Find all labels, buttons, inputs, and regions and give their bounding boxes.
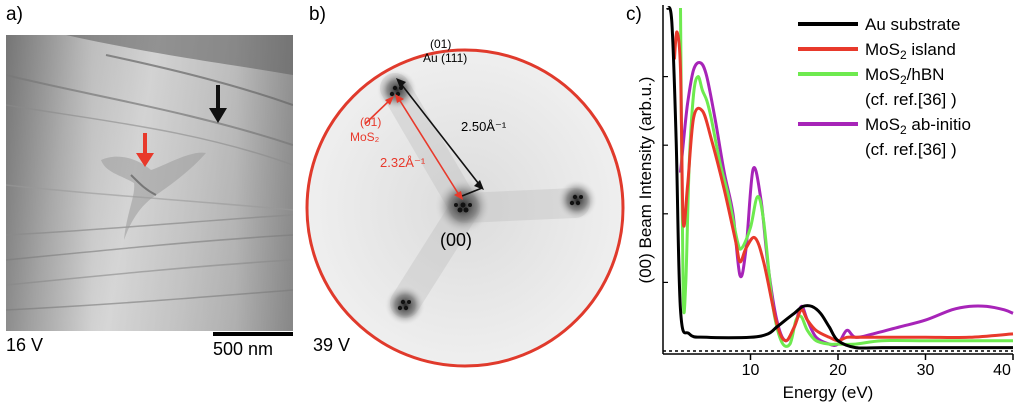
x-tick-label: 10 [742, 362, 760, 379]
legend-label-3: MoS2 ab-initio [865, 115, 971, 137]
bottom-spot [385, 285, 425, 325]
legend-ref-2: (cf. ref.[36] ) [865, 90, 957, 109]
intensity-chart: 10 20 30 40 Energy (eV) (00) Beam Intensity… [636, 5, 1014, 402]
scale-bar-label: 500 nm [213, 339, 274, 359]
diffraction-pattern: (01) Au (111) 2.50Å⁻¹ (01) MoS₂ 2.32Å⁻¹ … [305, 37, 625, 368]
x-tick-label: 30 [917, 362, 935, 379]
au-distance-label: 2.50Å⁻¹ [461, 119, 507, 134]
series-line-2 [679, 7, 1013, 348]
panel-b-voltage: 39 V [313, 335, 351, 355]
microscopy-texture [6, 35, 293, 331]
y-axis-label: (00) Beam Intensity (arb.u.) [636, 77, 655, 284]
legend-label-2: MoS2/hBN [865, 65, 944, 87]
panel-c-label: c) [626, 4, 642, 25]
legend: Au substrate MoS2 island MoS2/hBN (cf. ref.… [798, 15, 971, 159]
mos2-index-label: (01) [360, 115, 381, 129]
top-spot [377, 70, 417, 110]
x-axis-label: Energy (eV) [783, 383, 874, 402]
x-tick-label: 20 [829, 362, 847, 379]
microscopy-image [6, 35, 293, 331]
panel-b-label: b) [309, 4, 326, 25]
panel-a-label: a) [6, 4, 23, 25]
black-arrow-icon [209, 85, 227, 123]
red-arrow-icon [136, 133, 154, 167]
mos2-distance-label: 2.32Å⁻¹ [380, 155, 426, 170]
diffraction-circle [305, 48, 625, 368]
series-line-1 [672, 30, 1014, 343]
x-tick-label: 40 [993, 362, 1011, 379]
scale-bar [213, 332, 293, 336]
au-distance-arrow [396, 78, 484, 197]
series-line-0 [665, 6, 1013, 350]
au-index-label: (01) [430, 37, 451, 51]
mos2-distance-arrow [364, 94, 463, 200]
legend-label-0: Au substrate [865, 15, 960, 34]
au-label: Au (111) [423, 51, 467, 65]
legend-label-1: MoS2 island [865, 40, 956, 62]
center-spot-label: (00) [440, 230, 472, 250]
legend-ref-3: (cf. ref.[36] ) [865, 140, 957, 159]
center-spot [435, 178, 491, 234]
mos2-label: MoS₂ [350, 130, 380, 144]
right-spot [557, 180, 597, 220]
panel-a-voltage: 16 V [6, 335, 44, 355]
